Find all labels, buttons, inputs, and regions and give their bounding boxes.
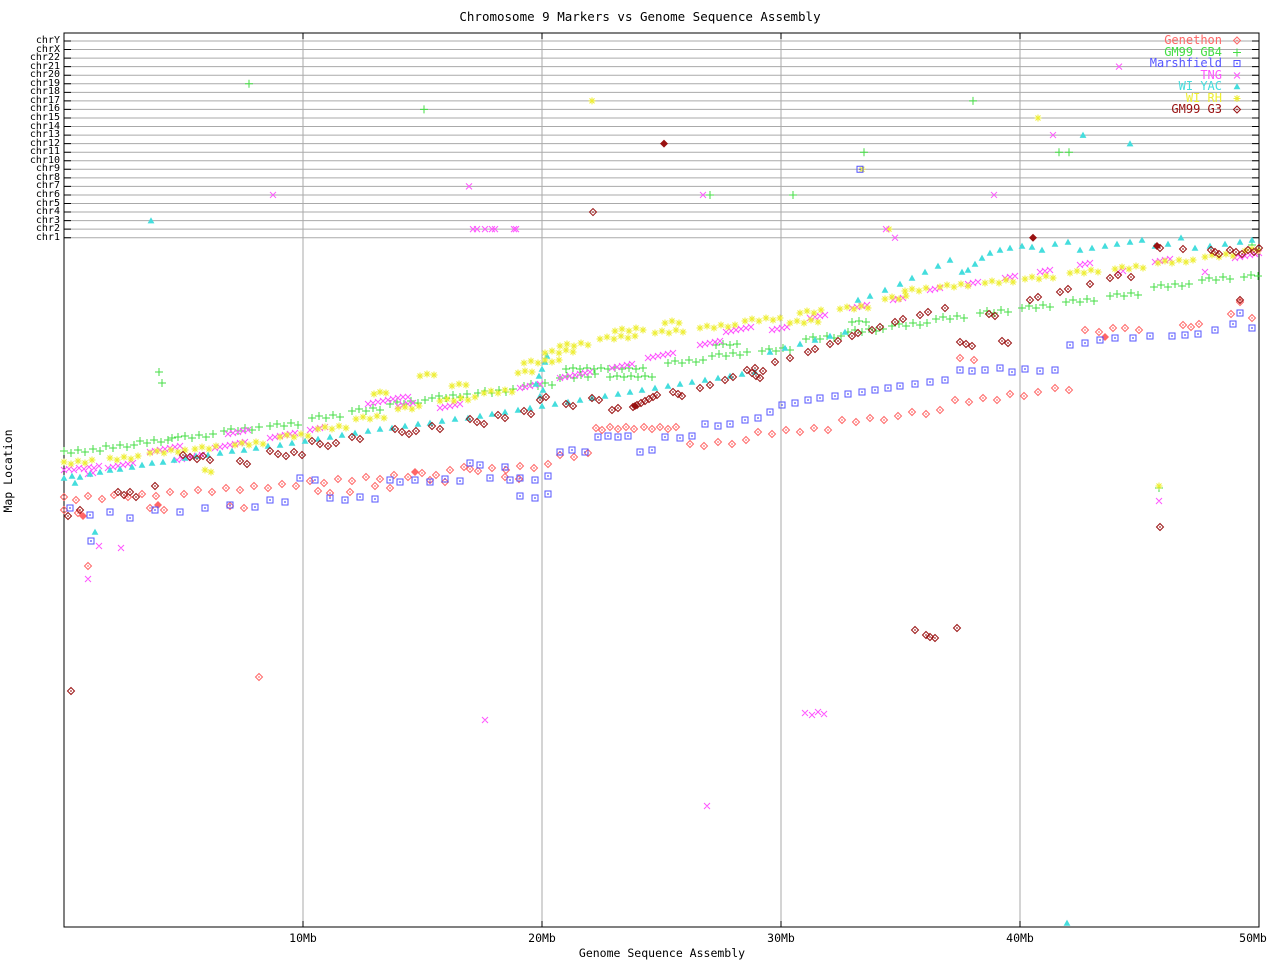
legend-label: Marshfield xyxy=(1149,56,1222,71)
legend-label: WI YAC xyxy=(1178,79,1222,94)
x-tick-30Mb: 30Mb xyxy=(767,931,795,945)
gm99-gb4-chromosome-hits xyxy=(245,79,1073,199)
chr-label-chr2: chr2 xyxy=(35,223,60,235)
legend-row-wi-yac: WI YAC xyxy=(1150,79,1250,94)
gm99-gb4-points xyxy=(60,241,1262,492)
wi-rh-points xyxy=(60,245,1262,490)
chr-label-chr16: chr16 xyxy=(29,103,60,115)
x-gridlines xyxy=(302,33,1021,927)
legend-row-gm99-gb4: GM99 GB4 xyxy=(1150,44,1250,59)
chr-label-chr4: chr4 xyxy=(35,206,60,218)
cross-marker-icon xyxy=(1233,71,1241,79)
chr-label-chr6: chr6 xyxy=(35,188,60,200)
chr-label-chr20: chr20 xyxy=(29,69,60,81)
chr-label-chr10: chr10 xyxy=(29,154,60,166)
x-tick-50Mb: 50Mb xyxy=(1239,931,1267,945)
gm99-g3-chromosome-hits-fill xyxy=(592,139,1037,242)
x-tick-10Mb: 10Mb xyxy=(289,931,317,945)
genethon-points xyxy=(59,297,1257,682)
marshfield-chromosome-hits xyxy=(856,165,864,173)
marshfield-points xyxy=(66,309,1256,545)
legend-label: Genethon xyxy=(1164,33,1222,48)
diamond-marker-icon xyxy=(1232,105,1242,114)
legend-label: TNG xyxy=(1200,67,1222,82)
chr-label-chr19: chr19 xyxy=(29,77,60,89)
x-tick-40Mb: 40Mb xyxy=(1006,931,1034,945)
tng-chromosome-hits xyxy=(269,63,1123,242)
chr-label-chr9: chr9 xyxy=(35,163,60,175)
gm99-g3-points xyxy=(63,243,1264,696)
chr-label-chr3: chr3 xyxy=(35,214,60,226)
legend-row-tng: TNG xyxy=(1150,67,1250,82)
chr-label-chr11: chr11 xyxy=(29,146,60,158)
chr-label-chrX: chrX xyxy=(35,43,60,55)
chr-label-chrY: chrY xyxy=(35,35,60,46)
wi-rh-chromosome-hits xyxy=(588,97,1042,233)
chart-title: Chromosome 9 Markers vs Genome Sequence … xyxy=(459,9,821,24)
legend-row-gm99-g3: GM99 G3 xyxy=(1150,102,1250,117)
legend: Genethon GM99 GB4 Marshfield TNG WI YAC WI RH… xyxy=(1149,33,1250,117)
chr-label-chr13: chr13 xyxy=(29,129,60,141)
chr-label-chr14: chr14 xyxy=(29,120,60,132)
chr-label-chr8: chr8 xyxy=(35,171,60,183)
legend-label: GM99 GB4 xyxy=(1164,44,1222,59)
wi-yac-points-fill xyxy=(60,236,1256,926)
chr-label-chr17: chr17 xyxy=(29,94,60,106)
plot-border xyxy=(63,32,1260,928)
legend-row-marshfield: Marshfield xyxy=(1149,56,1250,71)
legend-row-genethon: Genethon xyxy=(1150,33,1250,48)
chr-label-chr18: chr18 xyxy=(29,86,60,98)
marshfield-chromosome-hits-fill xyxy=(859,168,861,171)
chromosome-gridlines xyxy=(64,40,1259,239)
gm99-g3-chromosome-hits xyxy=(588,207,598,217)
chr-label-chr7: chr7 xyxy=(35,180,60,192)
genethon-points-fill xyxy=(63,301,1253,678)
chr-label-chr12: chr12 xyxy=(29,137,60,149)
chr-label-chr15: chr15 xyxy=(29,111,60,123)
legend-row-wi-rh: WI RH xyxy=(1150,90,1250,105)
chr-label-chr1: chr1 xyxy=(35,231,60,243)
chr-label-chr21: chr21 xyxy=(29,60,60,72)
chr-label-chr5: chr5 xyxy=(35,197,60,209)
legend-label: WI RH xyxy=(1185,90,1222,105)
x-axis-label: Genome Sequence Assembly xyxy=(578,946,746,960)
diamond-marker-icon xyxy=(1232,36,1242,45)
axis-ticks xyxy=(64,33,1260,927)
square-marker-icon xyxy=(1233,60,1241,68)
plus-marker-icon xyxy=(1233,48,1241,57)
star-marker-icon xyxy=(1233,94,1241,102)
chr-label-chr22: chr22 xyxy=(29,52,60,64)
triangle-marker-icon xyxy=(1233,83,1241,90)
x-tick-20Mb: 20Mb xyxy=(528,931,556,945)
legend-label: GM99 G3 xyxy=(1171,102,1222,117)
